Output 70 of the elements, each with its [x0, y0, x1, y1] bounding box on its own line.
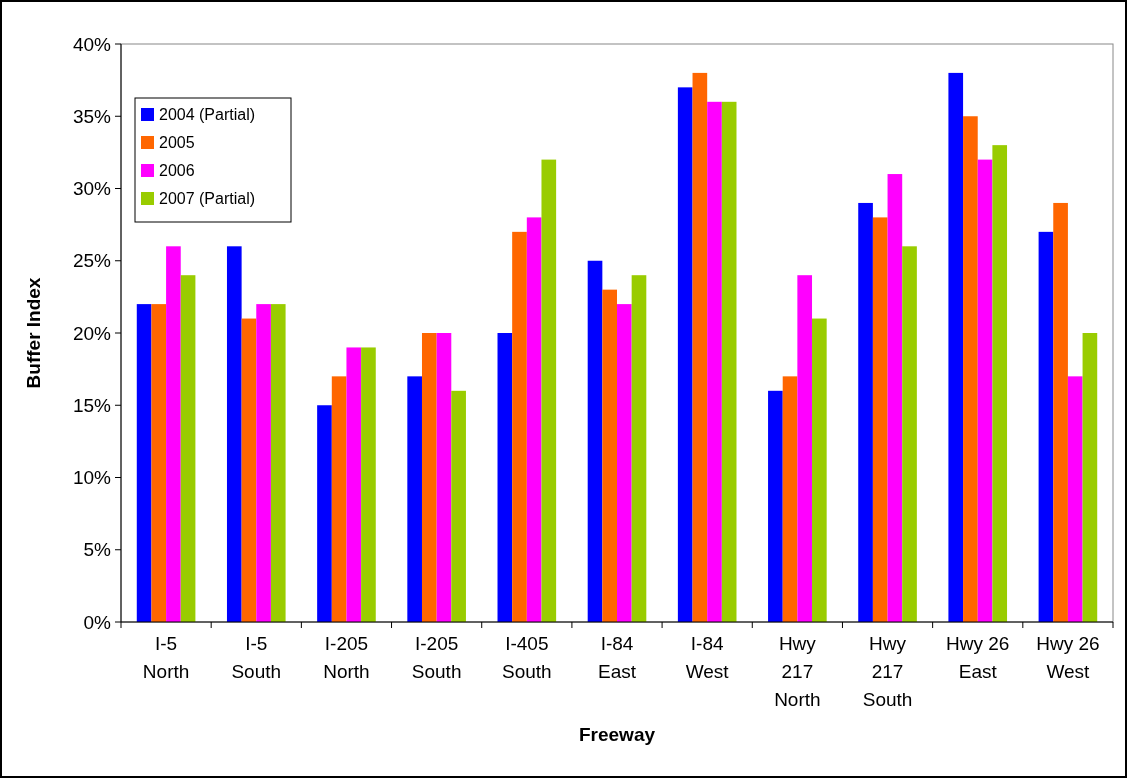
- x-tick-label: Hwy 217 North: [774, 633, 821, 710]
- x-tick-label: I-405 South: [501, 633, 552, 682]
- y-tick-label: 5%: [83, 539, 112, 561]
- bar: [346, 347, 362, 622]
- bar: [166, 246, 181, 622]
- y-tick-label: 25%: [72, 250, 112, 272]
- bar: [768, 390, 783, 622]
- bar: [902, 246, 917, 622]
- bar: [677, 87, 693, 622]
- bar: [631, 275, 647, 622]
- bar: [407, 376, 422, 622]
- bar: [721, 101, 737, 622]
- bar: [451, 390, 466, 622]
- bar: [1038, 231, 1054, 622]
- y-tick-label: 40%: [72, 33, 112, 55]
- bar: [541, 159, 557, 622]
- bar: [256, 304, 271, 622]
- y-tick-label: 20%: [72, 322, 112, 344]
- legend-label: 2006: [159, 162, 195, 179]
- bar: [858, 202, 873, 622]
- bar: [782, 376, 798, 622]
- x-tick-label: I-5 North: [142, 633, 190, 682]
- bar: [692, 72, 708, 622]
- bar: [992, 145, 1008, 622]
- x-tick-label: Hwy 26 East: [946, 633, 1010, 682]
- x-tick-label: Hwy 26 West: [1036, 633, 1100, 682]
- bar: [587, 260, 603, 622]
- bar: [948, 72, 964, 622]
- bar: [136, 304, 152, 622]
- bar: [180, 275, 196, 622]
- bar: [707, 101, 722, 622]
- bar: [436, 333, 452, 622]
- bar: [151, 304, 167, 622]
- bar: [331, 376, 347, 622]
- x-tick-label: I-205 North: [323, 633, 370, 682]
- bar: [617, 304, 632, 622]
- bar: [797, 275, 813, 622]
- x-tick-label: I-84 West: [685, 633, 730, 682]
- bar: [226, 246, 242, 622]
- bar: [512, 231, 527, 622]
- bar: [497, 333, 513, 622]
- bar: [812, 318, 827, 622]
- bar: [241, 318, 257, 622]
- y-tick-label: 0%: [83, 611, 112, 633]
- bar: [361, 347, 376, 622]
- legend-label: 2007 (Partial): [159, 190, 256, 207]
- y-tick-label: 30%: [72, 178, 112, 200]
- bar: [872, 217, 888, 622]
- bar: [526, 217, 542, 622]
- bar: [977, 159, 993, 622]
- x-axis-title: Freeway: [578, 724, 656, 745]
- y-tick-label: 35%: [72, 105, 112, 127]
- bar: [270, 304, 286, 622]
- legend-label: 2004 (Partial): [159, 106, 256, 123]
- bar: [1053, 202, 1068, 622]
- x-tick-label: I-84 East: [597, 633, 637, 682]
- bar: [887, 174, 903, 622]
- bar: [317, 405, 332, 622]
- bar: [1067, 376, 1083, 622]
- x-tick-label: I-5 South: [231, 633, 282, 682]
- bar: [421, 333, 437, 622]
- bar: [602, 289, 617, 622]
- y-axis-title: Buffer Index: [23, 277, 44, 389]
- legend-label: 2005: [159, 134, 195, 151]
- x-tick-label: I-205 South: [411, 633, 462, 682]
- x-tick-label: Hwy 217 South: [862, 633, 913, 710]
- bar: [1082, 333, 1098, 622]
- y-tick-label: 15%: [72, 394, 112, 416]
- y-tick-label: 10%: [72, 467, 112, 489]
- bar: [963, 116, 978, 622]
